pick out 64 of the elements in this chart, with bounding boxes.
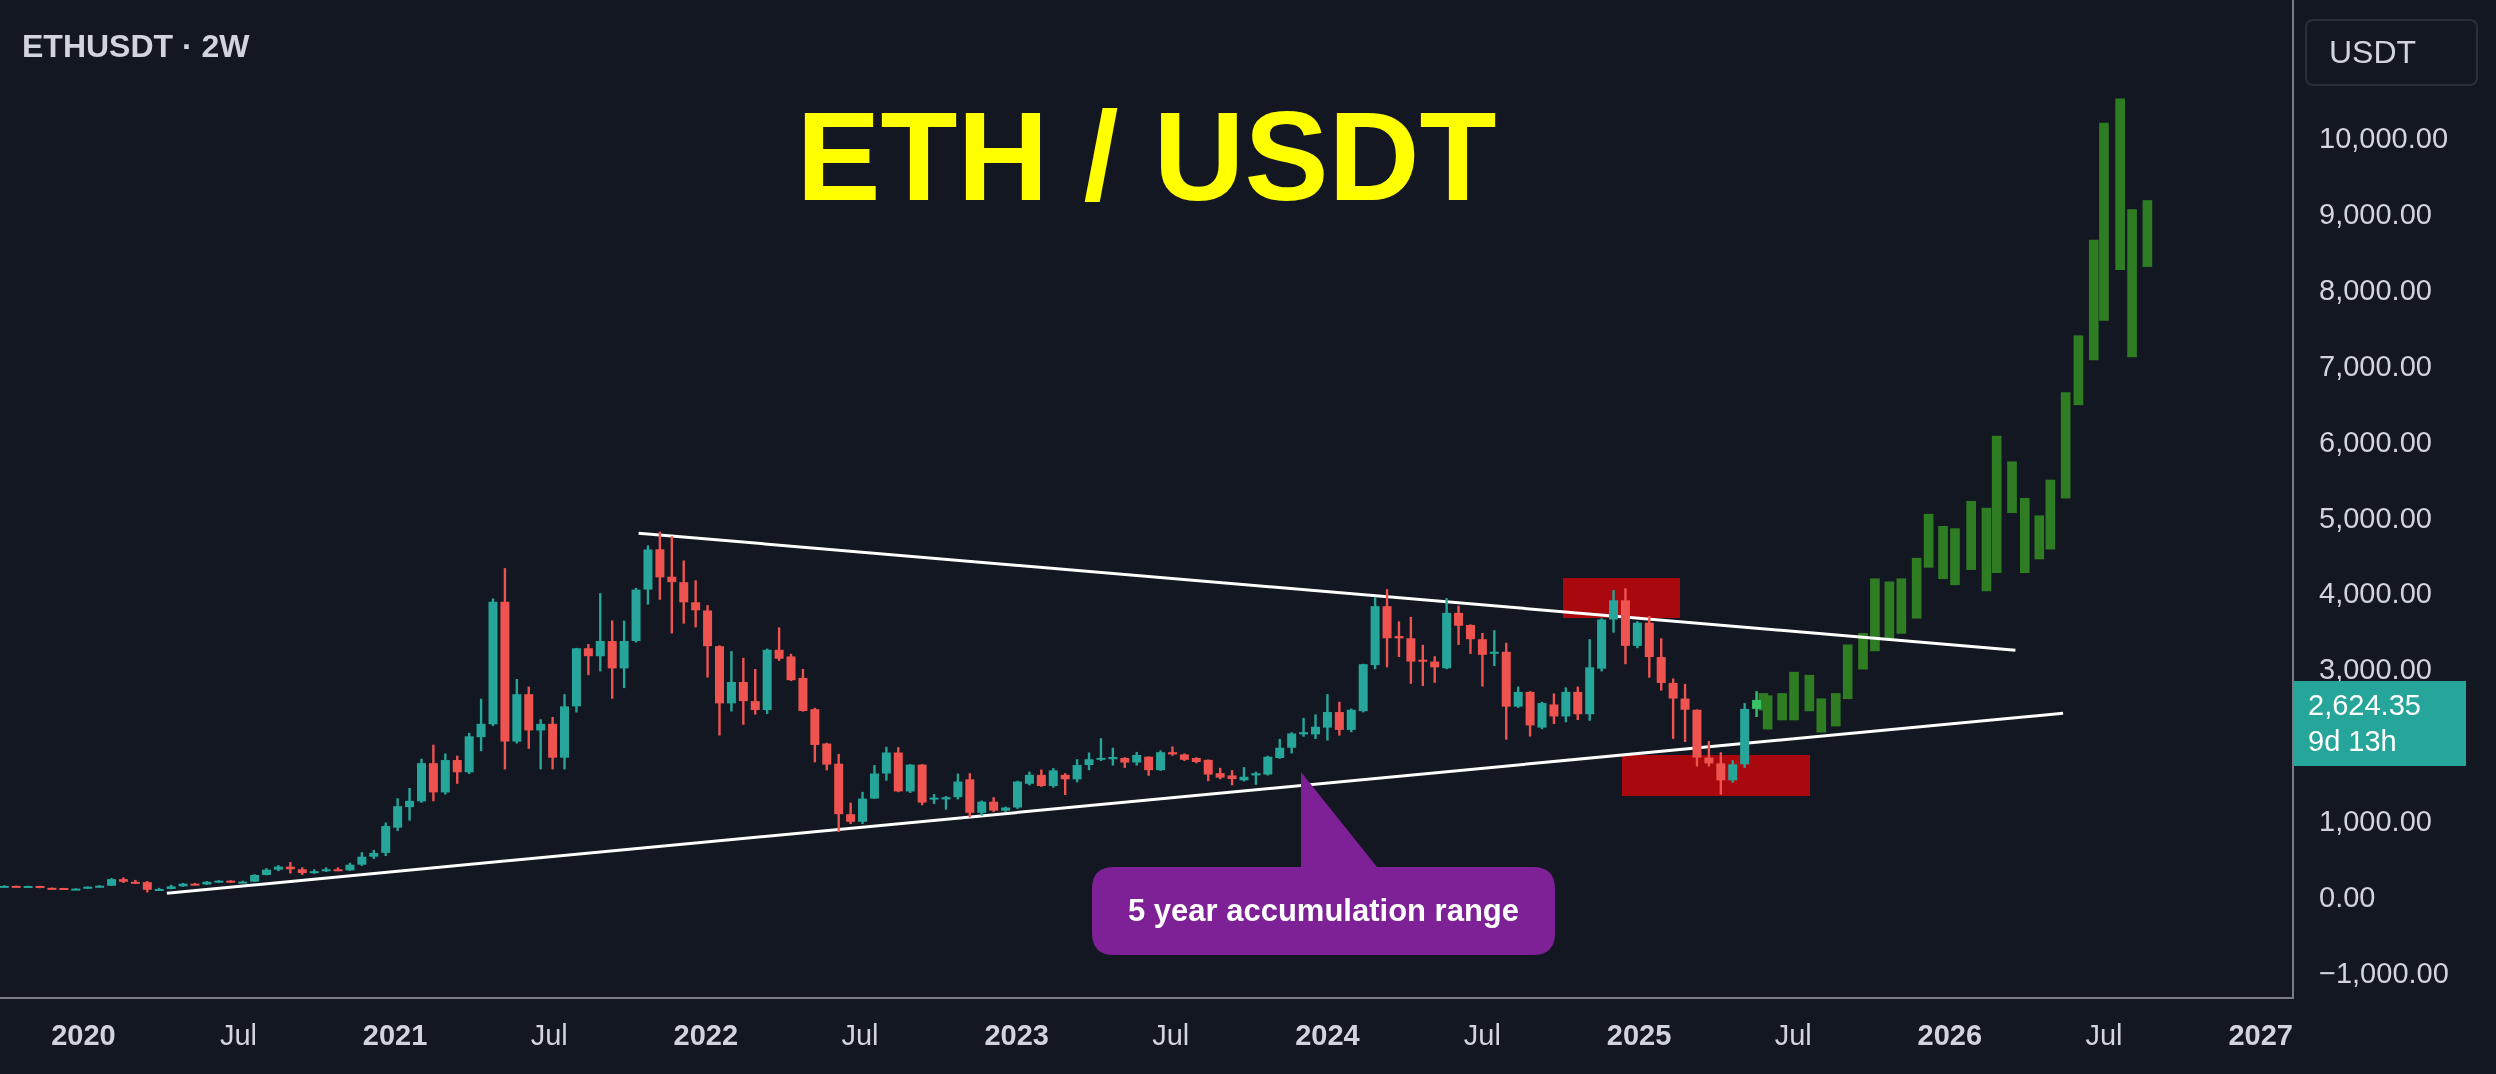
bar: [1858, 633, 1868, 670]
x-tick-label: Jul: [219, 1019, 257, 1052]
y-tick-label: 5,000.00: [2319, 501, 2432, 534]
y-tick-label: 4,000.00: [2319, 577, 2432, 610]
x-tick-label: 2026: [1917, 1019, 1983, 1052]
candlestick: [691, 580, 701, 628]
text: 2,624.35: [2308, 688, 2422, 723]
x-tick-label: Jul: [1463, 1019, 1501, 1052]
bar: [1884, 581, 1895, 640]
candlestick: [1489, 630, 1499, 667]
x-tick-label: 2024: [1295, 1019, 1360, 1052]
y-tick-label: 10,000.00: [2319, 121, 2449, 154]
x-tick-label: Jul: [530, 1019, 568, 1052]
bar: [1789, 671, 1799, 721]
x-tick-label: Jul: [1152, 1019, 1190, 1052]
bar: [1777, 693, 1787, 721]
text: ETHUSDT · 2W: [22, 28, 250, 65]
candlestick: [536, 719, 546, 770]
x-tick-label: 2022: [673, 1019, 739, 1052]
annotation: 5 year accumulation range: [1126, 892, 1521, 930]
x-tick-label: Jul: [841, 1019, 879, 1052]
bar: [1911, 557, 1922, 619]
text: 9d 13h: [2308, 724, 2398, 760]
bar: [2142, 200, 2153, 267]
bar: [2045, 479, 2056, 550]
x-tick-label: 2020: [51, 1019, 116, 1052]
y-tick-label: 6,000.00: [2319, 425, 2432, 458]
y-tick-label: 9,000.00: [2319, 197, 2432, 230]
bar: [1804, 674, 1815, 712]
bar: [2034, 515, 2045, 560]
candlestick: [583, 644, 593, 676]
bar: [1816, 698, 1827, 733]
y-tick-label: −1,000.00: [2319, 957, 2449, 990]
x-tick-label: Jul: [2085, 1019, 2123, 1052]
x-tick-label: 2021: [362, 1019, 428, 1052]
bar: [1950, 528, 1960, 586]
y-axis-title: USDT: [2305, 19, 2478, 86]
bar: [2115, 98, 2125, 270]
bar: [1923, 513, 1934, 568]
bar: [2007, 461, 2017, 513]
x-tick-label: Jul: [1774, 1019, 1812, 1052]
candlestick: [1167, 746, 1177, 756]
bar: [2060, 392, 2071, 499]
bar: [2127, 209, 2137, 358]
bar: [1966, 500, 1976, 570]
bar: [2019, 497, 2030, 573]
bar: [1762, 695, 1773, 730]
bar: [1870, 578, 1880, 652]
x-tick-label: 2025: [1606, 1019, 1672, 1052]
y-tick-label: 7,000.00: [2319, 349, 2432, 382]
candlestick: [1311, 714, 1321, 740]
x-tick-label: 2023: [984, 1019, 1049, 1052]
x-tick-label: 2027: [2228, 1019, 2293, 1052]
bar: [1830, 693, 1841, 727]
y-tick-label: 8,000.00: [2319, 273, 2432, 306]
bar: [1938, 526, 1948, 580]
bar: [1842, 644, 1853, 700]
y-tick-label: 1,000.00: [2319, 805, 2432, 838]
bar: [1896, 578, 1907, 634]
candlestick: [405, 788, 415, 821]
bar: [2073, 335, 2084, 406]
y-tick-label: 0.00: [2319, 881, 2376, 914]
text: ETH / USDT: [795, 86, 1498, 227]
y-tick-label: 3,000.00: [2319, 653, 2432, 686]
